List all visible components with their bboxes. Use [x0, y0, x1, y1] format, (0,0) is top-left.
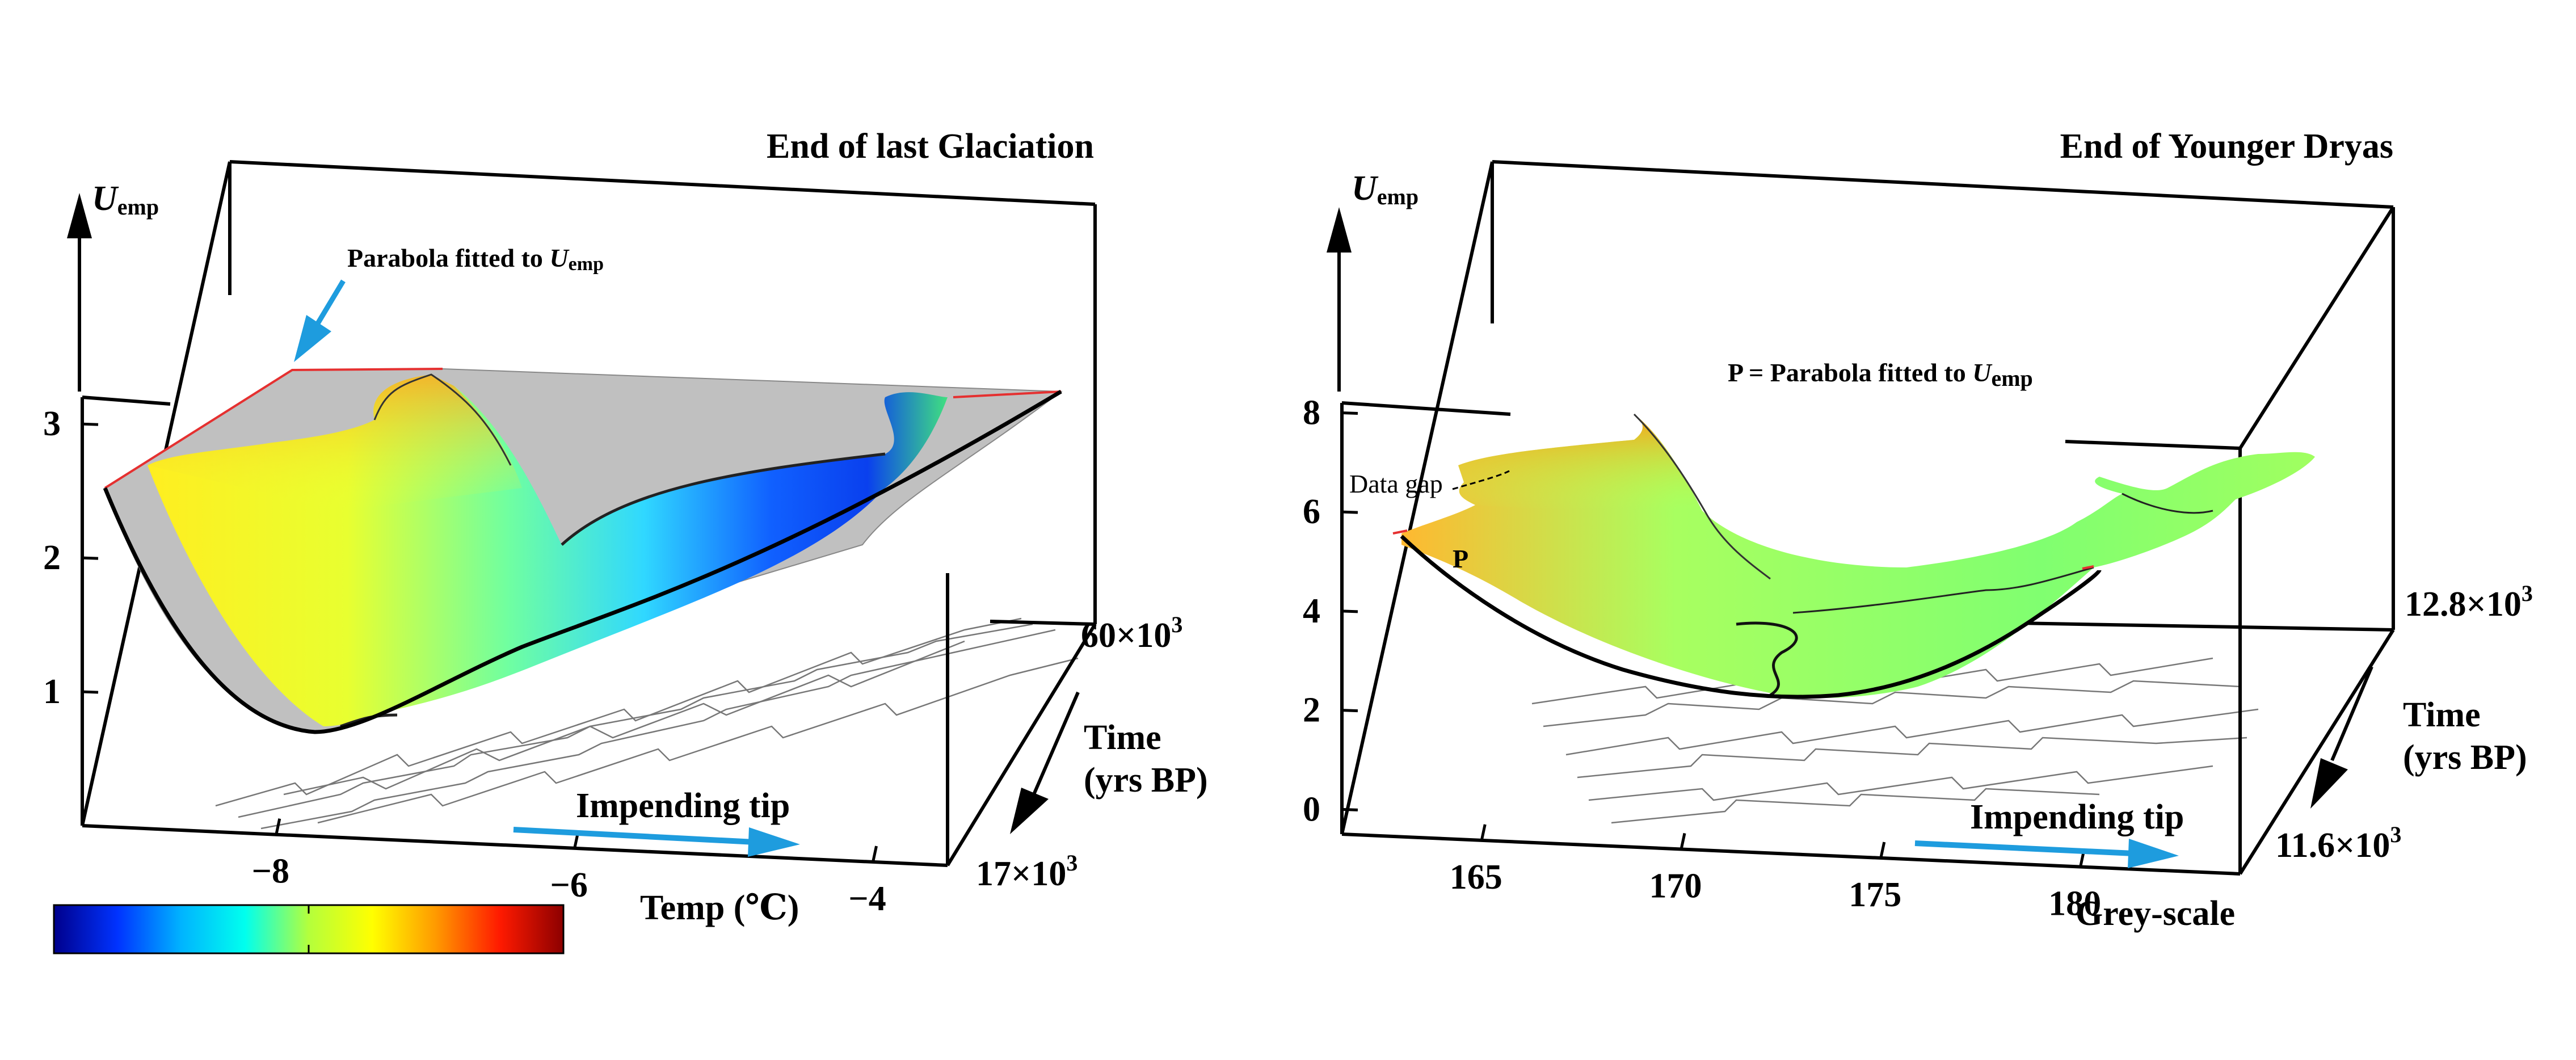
parabola-top-edge — [104, 368, 1062, 489]
z-axis-arrow — [67, 193, 92, 392]
z-axis-label: Uemp — [92, 179, 159, 220]
z-tick-label: 3 — [43, 405, 61, 443]
title: End of last Glaciation — [767, 127, 1094, 166]
y-back-label: 12.8×103 — [2405, 581, 2533, 624]
y-axis-label-line1: Time — [2403, 696, 2481, 734]
z-tick-mark — [1341, 807, 1358, 811]
x-tick-label: −6 — [550, 866, 588, 905]
z-axis-label: Uemp — [1352, 169, 1419, 209]
z-tick-label: 1 — [43, 672, 61, 711]
panel-younger-dryas: End of Younger Dryas — [1303, 127, 2533, 933]
z-tick-label: 2 — [43, 539, 61, 577]
title: End of Younger Dryas — [2060, 127, 2393, 166]
impending-tip-label: Impending tip — [1970, 798, 2184, 836]
y-axis-label-line2: (yrs BP) — [1084, 761, 1208, 800]
y-back-label: 60×103 — [1081, 612, 1182, 655]
panel-last-glaciation: End of last Glaciation — [43, 127, 1208, 954]
impending-tip-label: Impending tip — [576, 786, 790, 825]
x-axis-label: Grey-scale — [2076, 894, 2235, 933]
parabola-curve — [103, 389, 1062, 734]
x-tick-mark — [1879, 842, 1886, 859]
x-tick-label: −4 — [848, 880, 886, 918]
z-axis-arrow — [1327, 207, 1352, 392]
box-right — [1340, 160, 2395, 876]
floor-traces — [215, 617, 1079, 830]
parabola-annotation: Parabola fitted to Uemp — [347, 243, 604, 275]
z-tick-mark — [1341, 709, 1358, 713]
y-front-label: 17×103 — [976, 850, 1077, 893]
data-gap-label: Data gap — [1349, 469, 1443, 498]
x-axis-label: Temp (℃) — [640, 889, 799, 927]
x-tick-label: 180 — [2048, 885, 2101, 923]
x-tick-label: 165 — [1450, 858, 1502, 897]
z-ticks: 1 2 3 — [43, 405, 99, 711]
y-axis-arrow — [1010, 691, 1080, 834]
x-ticks: −8 −6 −4 — [252, 818, 886, 918]
z-tick-label: 4 — [1303, 592, 1320, 630]
parabola-curve — [1400, 535, 2102, 699]
parabola-annotation: P = Parabola fitted to Uemp — [1728, 358, 2033, 391]
x-tick-mark — [872, 846, 878, 863]
x-tick-mark — [1480, 824, 1487, 841]
x-tick-label: 175 — [1849, 876, 1901, 914]
z-ticks: 0 2 4 6 8 — [1303, 393, 1358, 828]
parabola-pointer-arrow — [294, 279, 346, 362]
impending-tip-arrow — [1914, 839, 2179, 868]
z-tick-mark — [1341, 609, 1358, 613]
y-axis-label-line2: (yrs BP) — [2403, 738, 2527, 777]
x-tick-label: −8 — [252, 852, 289, 891]
z-tick-label: 0 — [1303, 790, 1320, 828]
floor-traces — [1531, 657, 2259, 824]
z-tick-label: 6 — [1303, 493, 1320, 531]
y-front-label: 11.6×103 — [2275, 822, 2401, 865]
impending-tip-arrow — [513, 827, 800, 857]
x-tick-mark — [275, 818, 281, 835]
p-label: P — [1453, 544, 1468, 573]
y-axis-label-line1: Time — [1084, 718, 1161, 757]
x-tick-label: 170 — [1649, 866, 1702, 905]
x-ticks: 165 170 175 180 — [1450, 824, 2101, 923]
y-axis-arrow — [2310, 666, 2373, 809]
z-tick-label: 2 — [1303, 691, 1320, 730]
x-tick-mark — [1680, 832, 1686, 849]
z-tick-label: 8 — [1303, 393, 1320, 432]
